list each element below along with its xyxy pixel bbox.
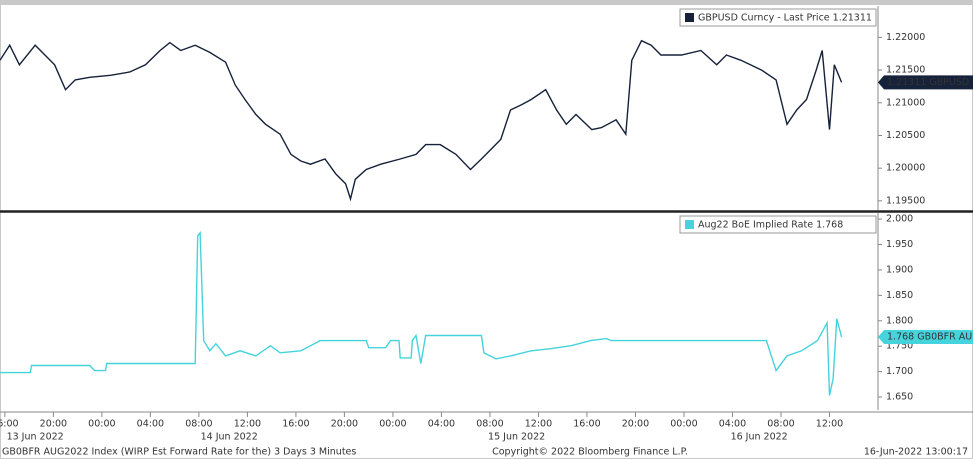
x-tick-label: 12:00 <box>816 419 843 430</box>
y-tick-label: 1.20000 <box>886 163 925 174</box>
last-value-box <box>878 75 973 90</box>
y-tick-label: 1.21500 <box>886 65 925 76</box>
last-value-box <box>878 330 973 345</box>
x-date-label: 15 Jun 2022 <box>488 432 545 443</box>
x-date-label: 14 Jun 2022 <box>201 432 258 443</box>
top-border <box>0 0 973 5</box>
x-tick-label: 12:00 <box>525 419 552 430</box>
y-tick-label: 1.650 <box>886 392 913 403</box>
x-date-label: 13 Jun 2022 <box>7 432 64 443</box>
footer-right: 16-Jun-2022 13:00:17 <box>864 447 968 458</box>
x-tick-label: 08:00 <box>767 419 794 430</box>
legend-swatch <box>685 220 694 229</box>
price-line <box>0 230 843 396</box>
y-tick-label: 1.850 <box>886 290 913 301</box>
x-tick-label: 04:00 <box>428 419 455 430</box>
y-tick-label: 1.19500 <box>886 195 925 206</box>
y-tick-label: 2.000 <box>886 214 913 225</box>
x-tick-label: 04:00 <box>719 419 746 430</box>
x-tick-label: 16:00 <box>282 419 309 430</box>
price-line <box>0 39 843 202</box>
last-value-label: 1.21311 GBPUSD <box>887 77 969 88</box>
x-date-label: 16 Jun 2022 <box>731 432 788 443</box>
y-tick-label: 1.750 <box>886 341 913 352</box>
y-tick-label: 1.22000 <box>886 32 925 43</box>
x-tick-label: 00:00 <box>379 419 406 430</box>
y-tick-label: 1.900 <box>886 264 913 275</box>
x-tick-label: 16:00 <box>0 419 19 430</box>
legend-swatch <box>685 13 694 22</box>
footer-left: GB0BFR AUG2022 Index (WIRP Est Forward R… <box>2 447 356 458</box>
y-tick-label: 1.20500 <box>886 130 925 141</box>
x-tick-label: 08:00 <box>476 419 503 430</box>
legend-box <box>679 215 877 234</box>
y-tick-label: 1.950 <box>886 239 913 250</box>
x-tick-label: 04:00 <box>137 419 164 430</box>
x-tick-label: 00:00 <box>670 419 697 430</box>
x-tick-label: 00:00 <box>88 419 115 430</box>
legend-box <box>679 8 877 27</box>
x-tick-label: 20:00 <box>622 419 649 430</box>
x-tick-label: 12:00 <box>234 419 261 430</box>
y-tick-label: 1.21000 <box>886 97 925 108</box>
y-tick-label: 1.800 <box>886 315 913 326</box>
x-tick-label: 20:00 <box>331 419 358 430</box>
x-tick-label: 20:00 <box>40 419 67 430</box>
y-tick-label: 1.700 <box>886 366 913 377</box>
legend-label: Aug22 BoE Implied Rate 1.768 <box>698 220 843 231</box>
last-value-label: 1.768 GB0BFR AU <box>887 332 972 343</box>
x-tick-label: 08:00 <box>185 419 212 430</box>
x-tick-label: 16:00 <box>573 419 600 430</box>
footer-center: Copyright© 2022 Bloomberg Finance L.P. <box>492 447 688 458</box>
legend-label: GBPUSD Curncy - Last Price 1.21311 <box>698 13 872 24</box>
